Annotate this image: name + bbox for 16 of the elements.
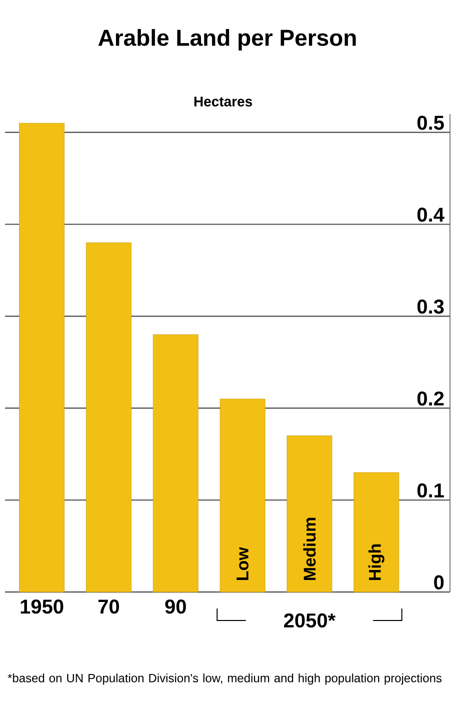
text: *based on UN Population Division's low, medium and high population projections: [8, 674, 442, 685]
x-tick-label: 70: [98, 600, 120, 614]
x-tick-label: 90: [165, 600, 186, 614]
y-tick-label: 0.5: [417, 116, 444, 130]
y-tick-label: 0.3: [417, 300, 444, 314]
text: 2050*: [284, 613, 336, 628]
x-tick-label: Low: [236, 547, 248, 580]
y-axis-title: Hectares: [194, 96, 252, 106]
y-tick-label: 0: [434, 575, 444, 590]
y-tick-label: 0.2: [417, 391, 444, 406]
y-tick-label: 0.4: [417, 208, 444, 222]
x-tick-label: 1950: [20, 600, 64, 614]
x-tick-label: High: [368, 544, 384, 580]
y-tick-label: 0.1: [417, 483, 444, 498]
x-tick-label: Medium: [303, 518, 316, 580]
chart-title: Arable Land per Person: [98, 29, 356, 50]
